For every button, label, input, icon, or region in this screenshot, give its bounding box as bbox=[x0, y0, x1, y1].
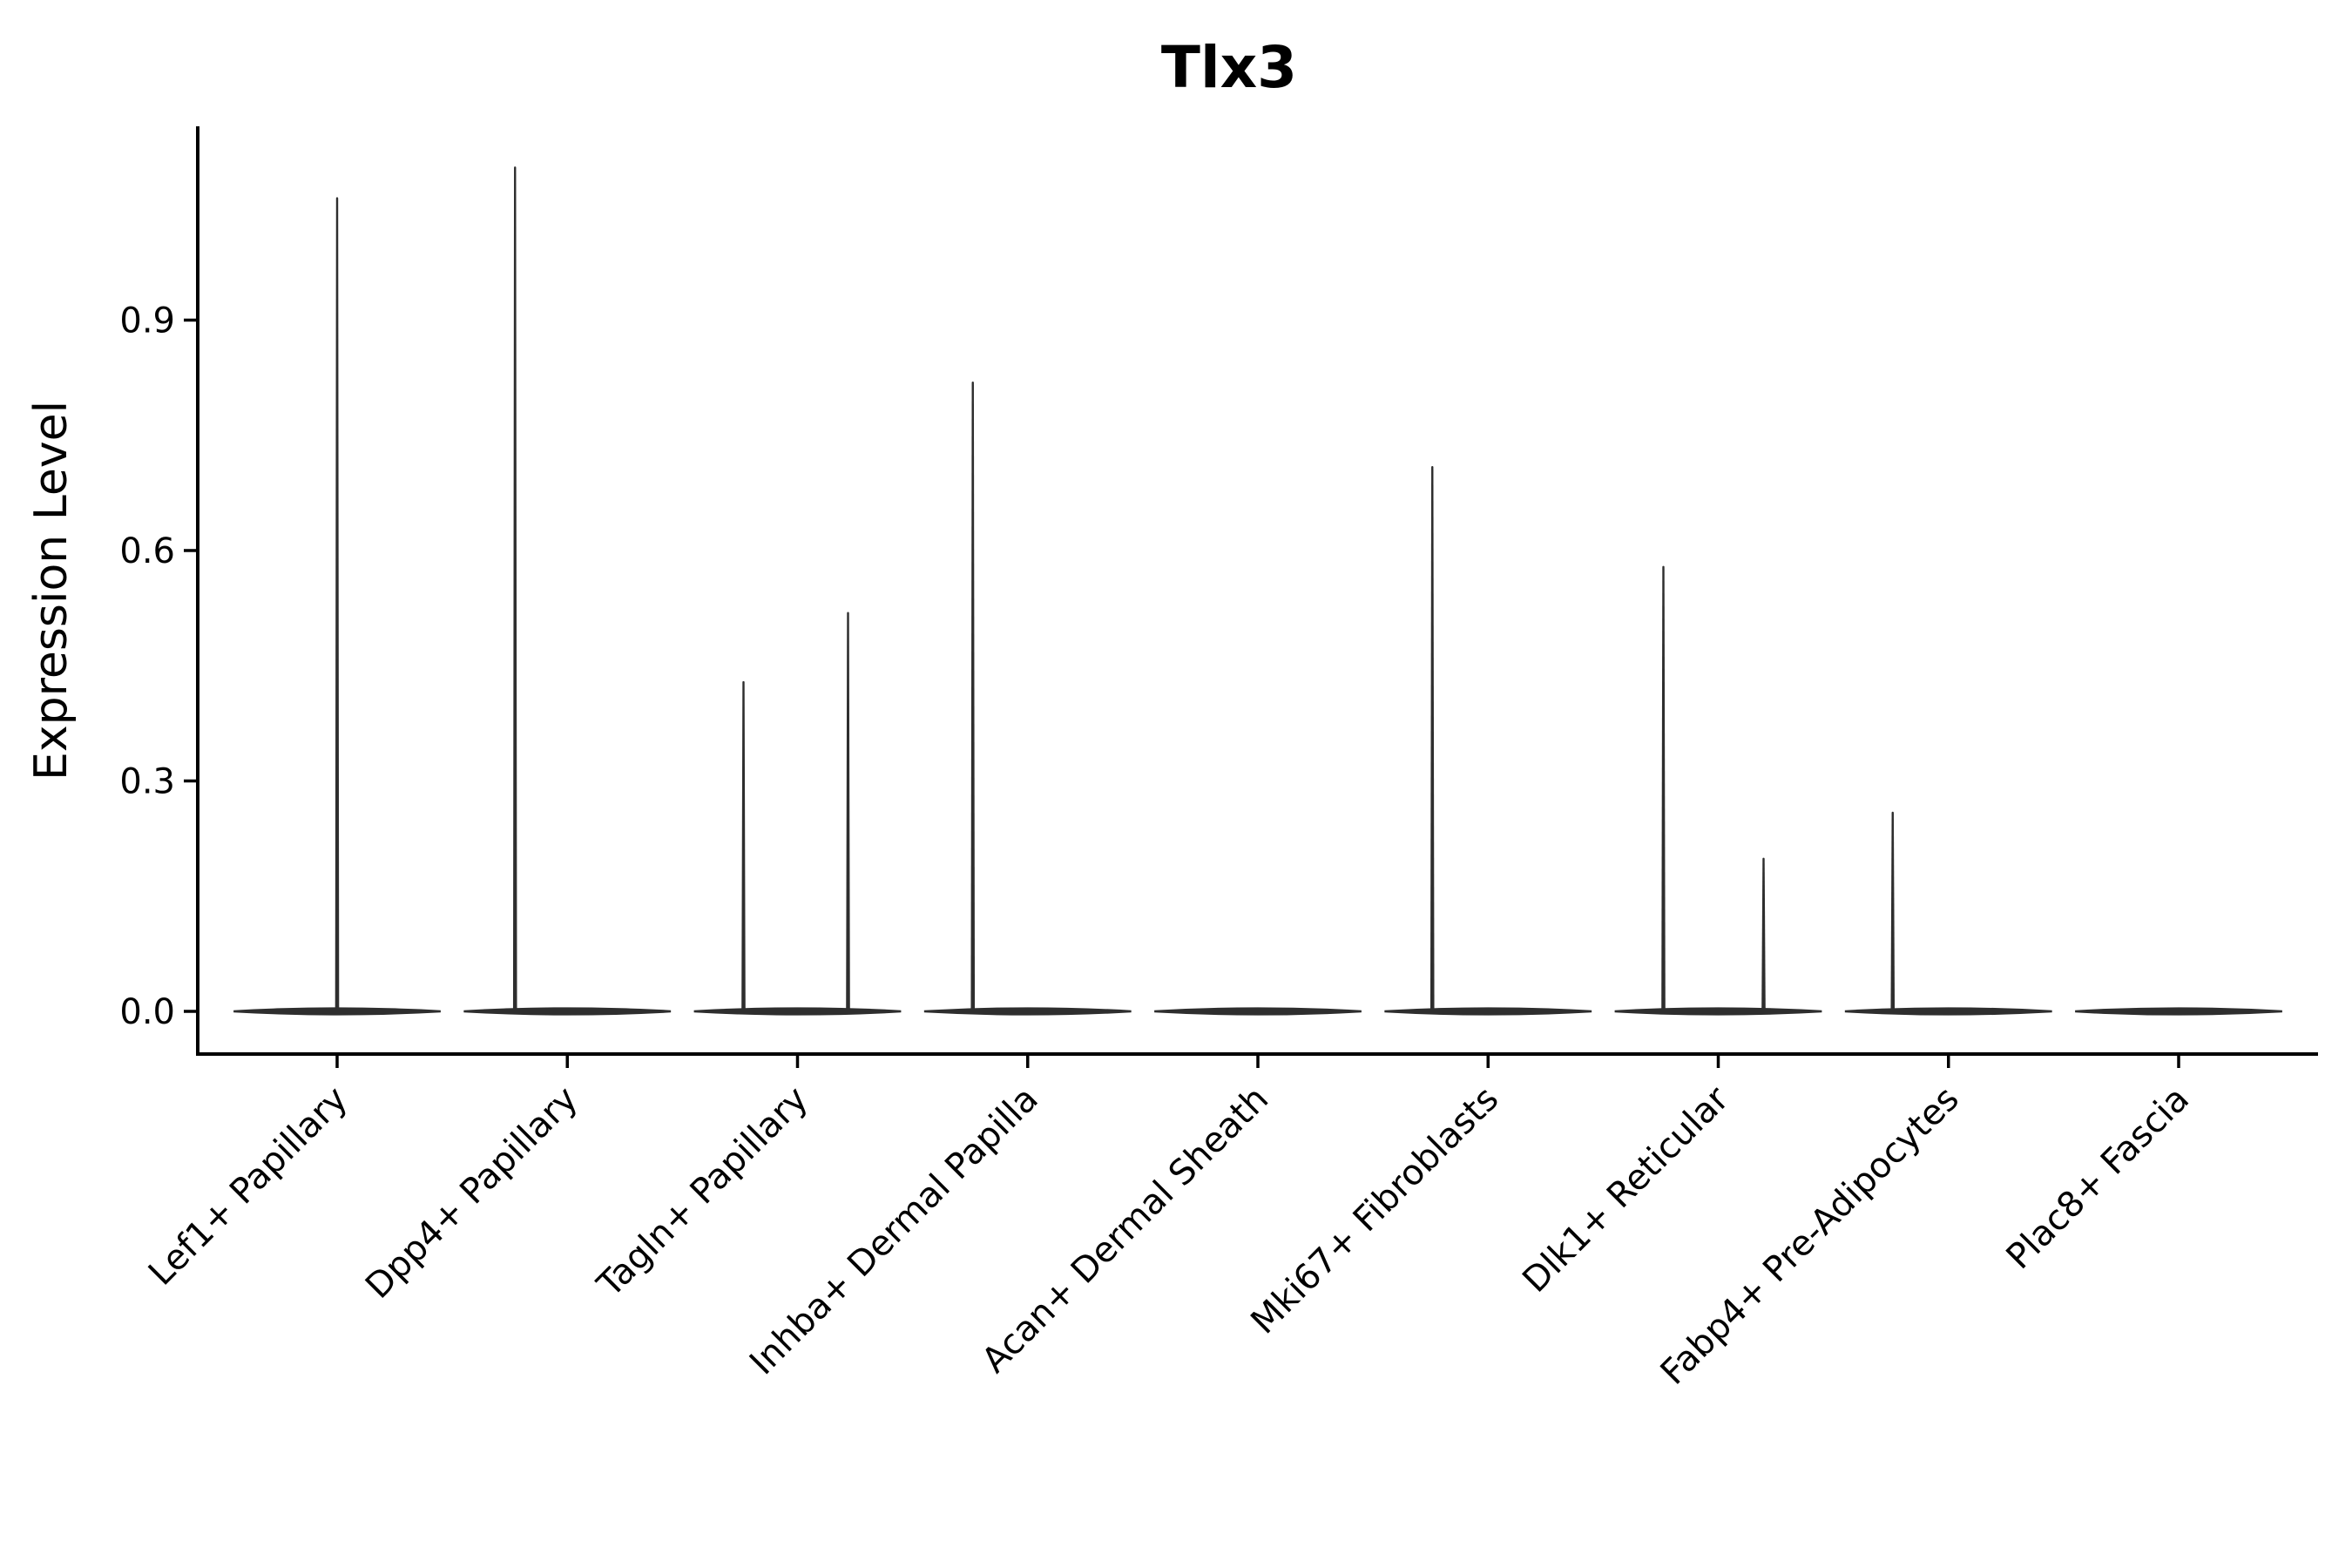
violin-spike bbox=[741, 680, 746, 1011]
violin-spike bbox=[1661, 565, 1666, 1011]
violin-spike bbox=[335, 197, 340, 1011]
y-tick-label: 0.3 bbox=[119, 761, 175, 801]
violin-spike bbox=[1429, 466, 1435, 1011]
violin-body bbox=[1154, 1007, 1362, 1016]
x-tick-labels: Lef1+ Papillary Dpp4+ Papillary Tagln+ Pap… bbox=[141, 1078, 2197, 1393]
y-tick-label: 0.9 bbox=[119, 301, 175, 341]
violins bbox=[233, 166, 2282, 1016]
violin-spike bbox=[846, 612, 850, 1011]
violin-body bbox=[1384, 1007, 1592, 1016]
violin-body bbox=[1844, 1007, 2052, 1016]
x-tick-label: Dlk1+ Reticular bbox=[1515, 1078, 1737, 1301]
violin-body bbox=[1614, 1007, 1822, 1016]
y-axis-label: Expression Level bbox=[25, 401, 78, 781]
y-tick-label: 0.0 bbox=[119, 992, 175, 1032]
violin-spike bbox=[1761, 857, 1766, 1011]
x-tick-label: Plac8+ Fascia bbox=[1999, 1079, 2198, 1278]
x-tick-label: Tagln+ Papillary bbox=[590, 1079, 816, 1306]
y-tick-label: 0.6 bbox=[119, 531, 175, 571]
violin-spike bbox=[512, 166, 517, 1011]
x-tick-label: Mki67+ Fibroblasts bbox=[1243, 1079, 1506, 1342]
y-tick-labels: 0.0 0.3 0.6 0.9 bbox=[119, 301, 175, 1032]
violin-body bbox=[463, 1007, 672, 1016]
violin-body bbox=[693, 1007, 902, 1016]
chart-title: Tlx3 bbox=[1161, 34, 1297, 101]
x-tick-label: Lef1+ Papillary bbox=[141, 1079, 355, 1294]
violin-spike bbox=[1890, 811, 1896, 1011]
violin-spike bbox=[970, 382, 976, 1011]
violin-body bbox=[2075, 1007, 2282, 1016]
violin-body bbox=[923, 1007, 1132, 1016]
axes bbox=[184, 126, 2318, 1068]
x-tick-label: Dpp4+ Papillary bbox=[358, 1079, 585, 1307]
